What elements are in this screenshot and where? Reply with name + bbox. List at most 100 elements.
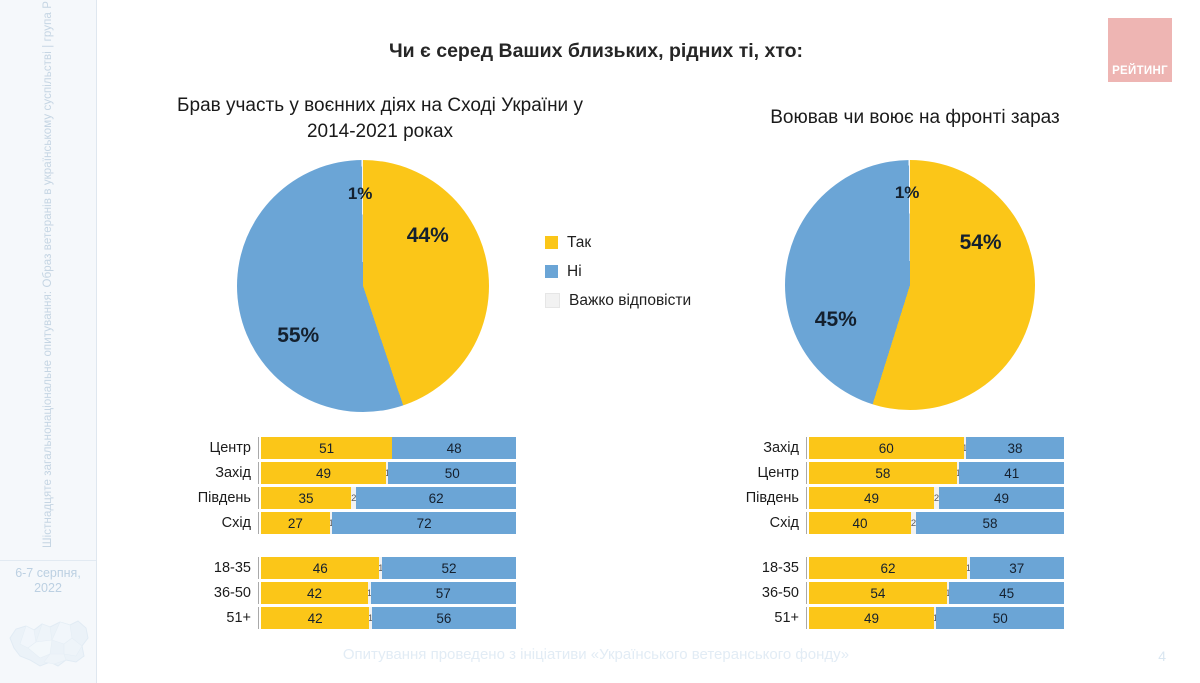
bar-track: 49150: [261, 462, 516, 484]
bar-row[interactable]: Південь 35 2 62: [176, 487, 516, 509]
left-chart-title: Брав участь у воєнних діях на Сході Укра…: [130, 93, 630, 145]
bar-segment-hard: 1: [369, 607, 372, 629]
bar-segment-hard: 1: [329, 512, 333, 534]
left-pie-label-hard: 1%: [347, 184, 373, 204]
left-pie-label-no: 55%: [277, 324, 320, 348]
bar-segment-yes: 46: [261, 557, 380, 579]
bar-track: 42156: [261, 607, 516, 629]
bar-segment-yes: 58: [809, 462, 957, 484]
bar-row-label: Південь: [197, 490, 251, 506]
bar-track: 54145: [809, 582, 1064, 604]
bar-axis-tick: [806, 487, 807, 509]
bar-segment-yes: 62: [809, 557, 968, 579]
left-chart-title-line1: Брав участь у воєнних діях на Сході Укра…: [177, 95, 583, 116]
bar-row[interactable]: Захід 49150: [176, 462, 516, 484]
bar-segment-hard: 1: [946, 582, 950, 604]
bar-group-spacer: [724, 537, 1064, 557]
left-breakdown-bars: Центр5148Захід49150Південь35262Схід27172…: [176, 437, 516, 632]
bar-track: 58141: [809, 462, 1064, 484]
bar-segment-hard: 1: [933, 607, 937, 629]
legend-item-hard[interactable]: Важко відповісти: [545, 286, 691, 315]
bar-segment-hard: 1: [956, 462, 960, 484]
left-chart-title-line2: 2014-2021 роках: [306, 121, 454, 142]
legend-swatch-no: [545, 265, 558, 278]
bar-track: 49 2 49: [809, 487, 1064, 509]
legend-item-no[interactable]: Ні: [545, 257, 691, 286]
bar-row-label: Південь: [745, 490, 799, 506]
bar-track: 46152: [261, 557, 516, 579]
bar-segment-hard: 1: [385, 462, 389, 484]
bar-row[interactable]: Центр 58141: [724, 462, 1064, 484]
legend-label-hard: Важко відповісти: [569, 291, 692, 309]
bar-row[interactable]: Схід 40 2 58: [724, 512, 1064, 534]
bar-axis-tick: [258, 462, 259, 484]
right-pie-label-hard: 1%: [894, 183, 920, 203]
bar-segment-no: 62: [356, 487, 516, 509]
rail-divider: [0, 560, 96, 561]
bar-track: 42157: [261, 582, 516, 604]
bar-axis-tick: [258, 582, 259, 604]
bar-segment-yes: 27: [261, 512, 330, 534]
bar-row[interactable]: 18-35 46152: [176, 557, 516, 579]
bar-segment-yes: 54: [809, 582, 947, 604]
bar-row-label: Захід: [215, 465, 251, 481]
bar-segment-no: 45: [949, 582, 1064, 604]
bar-axis-tick: [806, 512, 807, 534]
bar-track: 51 48: [261, 437, 516, 459]
bar-axis-tick: [258, 512, 259, 534]
bar-segment-hard: 1: [368, 582, 371, 604]
bar-segment-no: 50: [936, 607, 1064, 629]
bar-segment-no: 56: [371, 607, 516, 629]
bar-segment-no: 50: [388, 462, 516, 484]
bar-row[interactable]: Південь 49 2 49: [724, 487, 1064, 509]
bar-row-label: Центр: [757, 465, 799, 481]
bar-row[interactable]: 36-50 54145: [724, 582, 1064, 604]
bar-row-label: Схід: [221, 515, 251, 531]
bar-group-spacer: [176, 537, 516, 557]
page-number: 4: [1158, 648, 1166, 664]
bar-axis-tick: [806, 582, 807, 604]
bar-axis-tick: [806, 607, 807, 629]
legend-swatch-yes: [545, 236, 558, 249]
bar-row[interactable]: Центр 51 48: [176, 437, 516, 459]
ukraine-map-icon: [9, 620, 89, 667]
bar-segment-hard: 2: [933, 487, 940, 509]
legend-label-no: Ні: [567, 262, 582, 280]
bar-row[interactable]: 51+ 49150: [724, 607, 1064, 629]
bar-segment-yes: 49: [809, 487, 934, 509]
bar-row-label: Центр: [209, 440, 251, 456]
bar-row[interactable]: Схід 27172: [176, 512, 516, 534]
right-chart-title-line1: Воював чи воює на фронті зараз: [770, 107, 1060, 128]
right-chart-title: Воював чи воює на фронті зараз: [700, 105, 1130, 131]
bar-segment-yes: 40: [809, 512, 911, 534]
left-pie-label-yes: 44%: [406, 223, 449, 247]
bar-segment-no: 58: [916, 512, 1064, 534]
bar-row-label: 18-35: [213, 560, 251, 576]
legend-item-yes[interactable]: Так: [545, 228, 691, 257]
bar-segment-yes: 42: [261, 582, 369, 604]
bar-axis-tick: [258, 487, 259, 509]
survey-date-line1: 6-7 серпня,: [15, 566, 81, 580]
bar-segment-no: 57: [370, 582, 516, 604]
bar-segment-hard: 1: [963, 437, 967, 459]
legend-label-yes: Так: [567, 233, 592, 251]
bar-row-label: 51+: [226, 610, 251, 626]
bar-axis-tick: [806, 437, 807, 459]
bar-row[interactable]: 36-50 42157: [176, 582, 516, 604]
left-pie-chart: [237, 160, 489, 412]
bar-segment-yes: 49: [261, 462, 386, 484]
bar-row[interactable]: 51+ 42156: [176, 607, 516, 629]
bar-row[interactable]: 18-35 62137: [724, 557, 1064, 579]
bar-track: 40 2 58: [809, 512, 1064, 534]
bar-row[interactable]: Захід 60138: [724, 437, 1064, 459]
rating-group-logo: РЕЙТИНГ: [1108, 18, 1172, 82]
bar-segment-no: 37: [969, 557, 1064, 579]
bar-segment-no: 38: [966, 437, 1064, 459]
bar-segment-yes: 42: [261, 607, 370, 629]
bar-track: 49150: [809, 607, 1064, 629]
bar-axis-tick: [806, 557, 807, 579]
bar-row-label: 18-35: [761, 560, 799, 576]
bar-row-label: 36-50: [213, 585, 251, 601]
bar-segment-no: 41: [959, 462, 1064, 484]
survey-date: 6-7 серпня, 2022: [0, 566, 96, 596]
